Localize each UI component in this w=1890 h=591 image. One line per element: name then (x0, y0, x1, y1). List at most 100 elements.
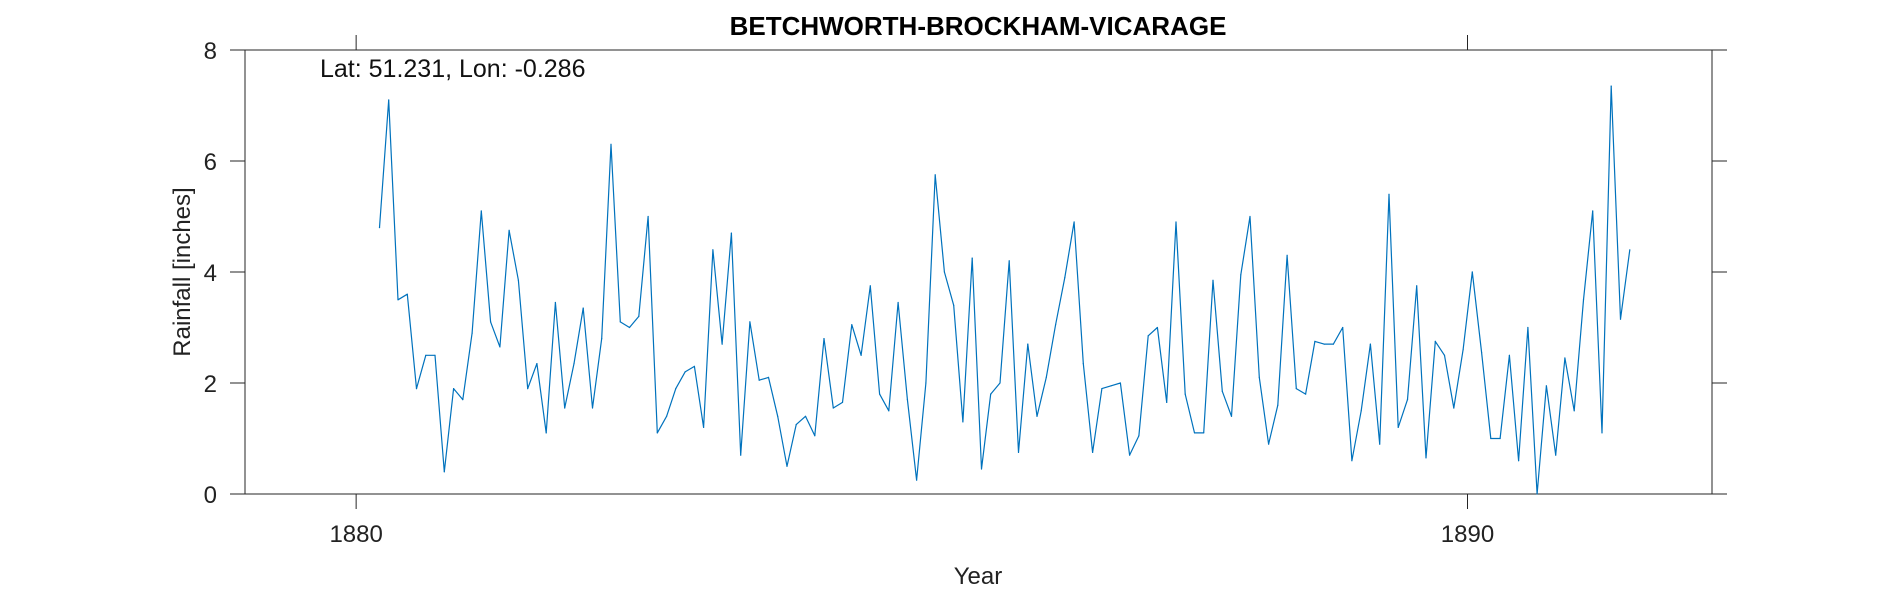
data-point (943, 271, 946, 273)
data-point (638, 315, 640, 317)
data-point (906, 399, 909, 401)
data-point (1110, 385, 1112, 387)
y-tick-label: 4 (204, 260, 217, 287)
data-point (804, 415, 807, 417)
data-point (693, 365, 696, 367)
data-point (1453, 407, 1455, 409)
data-point (462, 399, 464, 401)
data-point (1323, 343, 1325, 345)
data-point (443, 471, 445, 473)
data-point (1193, 432, 1196, 434)
data-point (666, 415, 668, 417)
data-point (1212, 279, 1214, 281)
data-point (1055, 324, 1057, 326)
data-point (1240, 274, 1242, 276)
data-point (1388, 193, 1390, 195)
data-point (851, 324, 853, 326)
data-point (767, 376, 770, 378)
data-point (795, 424, 797, 426)
data-point (1582, 299, 1585, 301)
data-point (1351, 460, 1353, 462)
data-point (1342, 326, 1344, 329)
data-point (554, 301, 557, 304)
data-point (962, 421, 964, 423)
chart-title: BETCHWORTH-BROCKHAM-VICARAGE (730, 11, 1227, 41)
data-point (1490, 437, 1492, 440)
data-point (740, 454, 742, 456)
data-point (1610, 85, 1612, 87)
data-point (916, 479, 918, 481)
data-point (619, 321, 621, 323)
data-point (582, 307, 584, 309)
data-point (453, 388, 455, 390)
data-point (1230, 415, 1233, 417)
data-point (591, 407, 594, 409)
data-point (425, 354, 427, 356)
y-tick-label: 6 (204, 149, 217, 176)
data-point (564, 407, 566, 409)
data-point (1499, 437, 1501, 440)
data-point (628, 326, 631, 329)
data-point (1268, 443, 1270, 445)
data-point (1481, 351, 1483, 354)
data-point (1175, 221, 1177, 223)
data-point (1443, 354, 1446, 356)
axis-ticks (230, 35, 1727, 509)
data-point (1147, 335, 1149, 337)
y-tick-label: 0 (204, 482, 217, 509)
data-point (1314, 340, 1316, 342)
data-point (1092, 451, 1094, 453)
y-tick-label: 8 (204, 38, 217, 65)
data-point (1156, 326, 1158, 329)
data-point (415, 388, 418, 390)
data-point (758, 379, 760, 381)
data-point (1629, 249, 1631, 251)
data-point (934, 174, 936, 176)
data-point (814, 435, 816, 437)
data-point (1592, 210, 1594, 212)
data-point (1360, 410, 1362, 412)
data-point (471, 332, 473, 334)
data-point (1425, 457, 1427, 459)
data-point (1119, 382, 1121, 384)
data-point (508, 229, 510, 231)
y-tick-label: 2 (204, 371, 217, 398)
data-point (1129, 454, 1131, 456)
x-tick-label: 1890 (1441, 521, 1494, 548)
data-point (1295, 388, 1297, 390)
data-point (1203, 432, 1205, 434)
data-point (1416, 285, 1418, 287)
data-point (1277, 404, 1279, 406)
rainfall-series-line (378, 85, 1631, 495)
data-point (953, 304, 955, 306)
data-point (388, 99, 390, 101)
data-point (999, 382, 1001, 384)
data-point (1286, 254, 1288, 256)
data-point (1101, 388, 1103, 390)
data-point (980, 468, 983, 470)
data-point (990, 393, 992, 395)
data-point (1036, 415, 1038, 417)
data-point (610, 143, 612, 145)
x-tick-label: 1880 (329, 521, 382, 548)
data-point (527, 388, 529, 390)
data-point (971, 257, 973, 259)
data-point (1027, 343, 1029, 345)
data-point (490, 321, 492, 323)
data-point (601, 338, 603, 340)
data-point (1536, 493, 1538, 495)
data-point (1545, 385, 1547, 387)
data-point (499, 346, 501, 348)
data-point (786, 465, 788, 467)
data-point (1406, 399, 1409, 401)
data-point (1518, 460, 1520, 462)
data-point (656, 432, 658, 434)
data-point (1508, 354, 1510, 356)
data-point (823, 338, 825, 340)
data-point (1184, 393, 1186, 395)
data-point (869, 285, 871, 287)
data-point (1138, 435, 1140, 437)
data-point (1008, 260, 1010, 262)
data-point (517, 279, 520, 281)
data-point (1564, 357, 1566, 359)
